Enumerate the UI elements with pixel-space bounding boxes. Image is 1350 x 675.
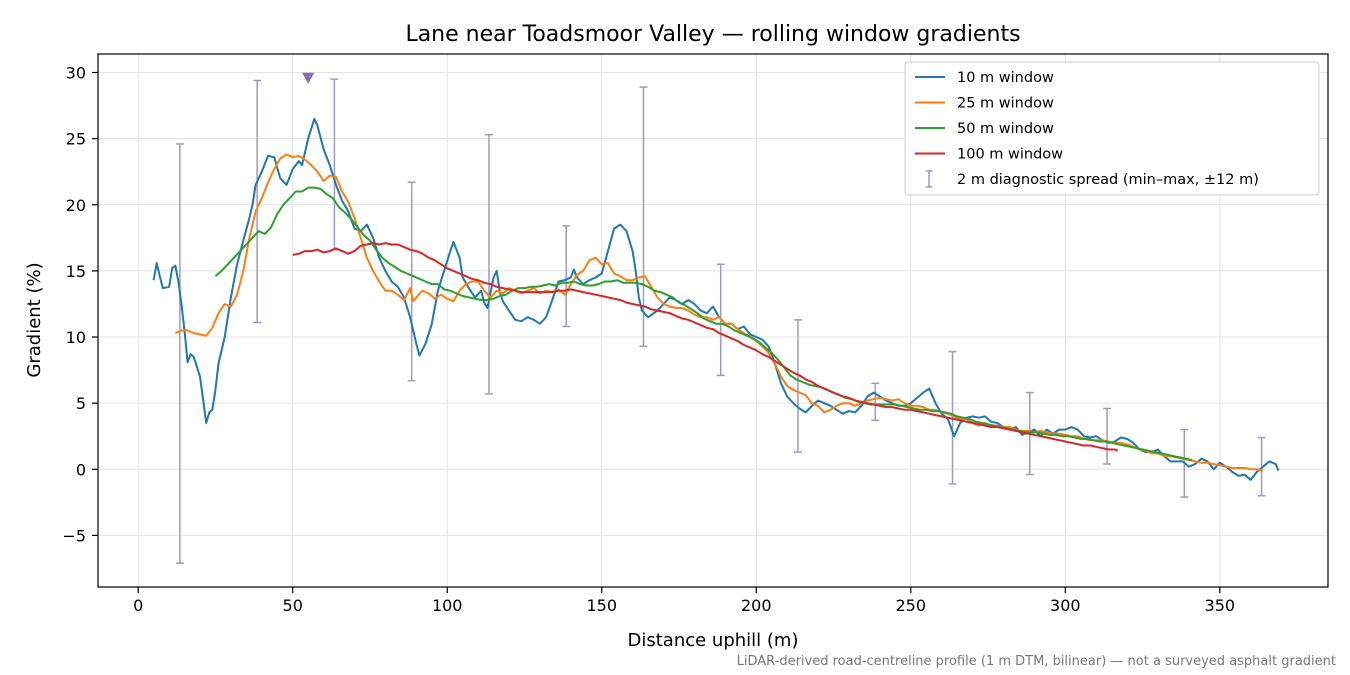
x-tick-label: 350 (1205, 596, 1236, 615)
series-line-3 (214, 186, 1193, 461)
x-tick-label: 300 (1050, 596, 1081, 615)
legend-label: 100 m window (957, 147, 1063, 163)
x-axis-label: Distance uphill (m) (628, 630, 799, 651)
series-line-4 (292, 242, 1119, 452)
legend-label: 10 m window (957, 70, 1054, 86)
chart-title: Lane near Toadsmoor Valley — rolling win… (405, 22, 1020, 47)
y-tick-label: 20 (66, 196, 86, 215)
legend: 10 m window 25 m window 50 m window 100 m w… (904, 61, 1320, 196)
peak-marker (302, 72, 315, 84)
error-bar (253, 79, 262, 324)
legend-box (904, 61, 1320, 196)
y-tick-label: 5 (76, 394, 86, 413)
error-bar (175, 143, 184, 564)
legend-label: 25 m window (957, 96, 1054, 112)
y-tick-label: 10 (66, 328, 86, 347)
x-tick-label: 250 (896, 596, 927, 615)
footnote: LiDAR-derived road-centreline profile (1… (737, 654, 1336, 669)
y-tick-label: 25 (66, 130, 86, 149)
error-bar (1103, 407, 1112, 465)
y-axis-label: Gradient (%) (24, 262, 45, 377)
x-tick-label: 0 (133, 596, 143, 615)
x-tick-label: 100 (432, 596, 463, 615)
markers (302, 72, 315, 84)
error-bar (407, 181, 416, 382)
legend-label: 2 m diagnostic spread (min–max, ±12 m) (957, 172, 1259, 188)
error-bar (639, 86, 648, 348)
series-line-1 (152, 117, 1280, 481)
x-tick-label: 50 (283, 596, 303, 615)
error-bar (793, 319, 802, 453)
axis-ticks: 0 50 100 150 200 250 300 350 −5 0 5 10 15 20 25 30 (62, 64, 1235, 615)
y-tick-label: 0 (76, 460, 86, 479)
y-tick-label: 15 (66, 262, 86, 281)
error-bar (871, 382, 880, 422)
error-bar (562, 225, 571, 328)
error-bar (484, 133, 493, 395)
x-tick-label: 150 (586, 596, 617, 615)
series-lines (152, 117, 1280, 481)
plot-frame (97, 53, 1329, 588)
legend-label: 50 m window (957, 121, 1054, 137)
y-tick-label: 30 (66, 64, 86, 83)
x-tick-label: 200 (741, 596, 772, 615)
y-tick-label: −5 (62, 526, 86, 545)
